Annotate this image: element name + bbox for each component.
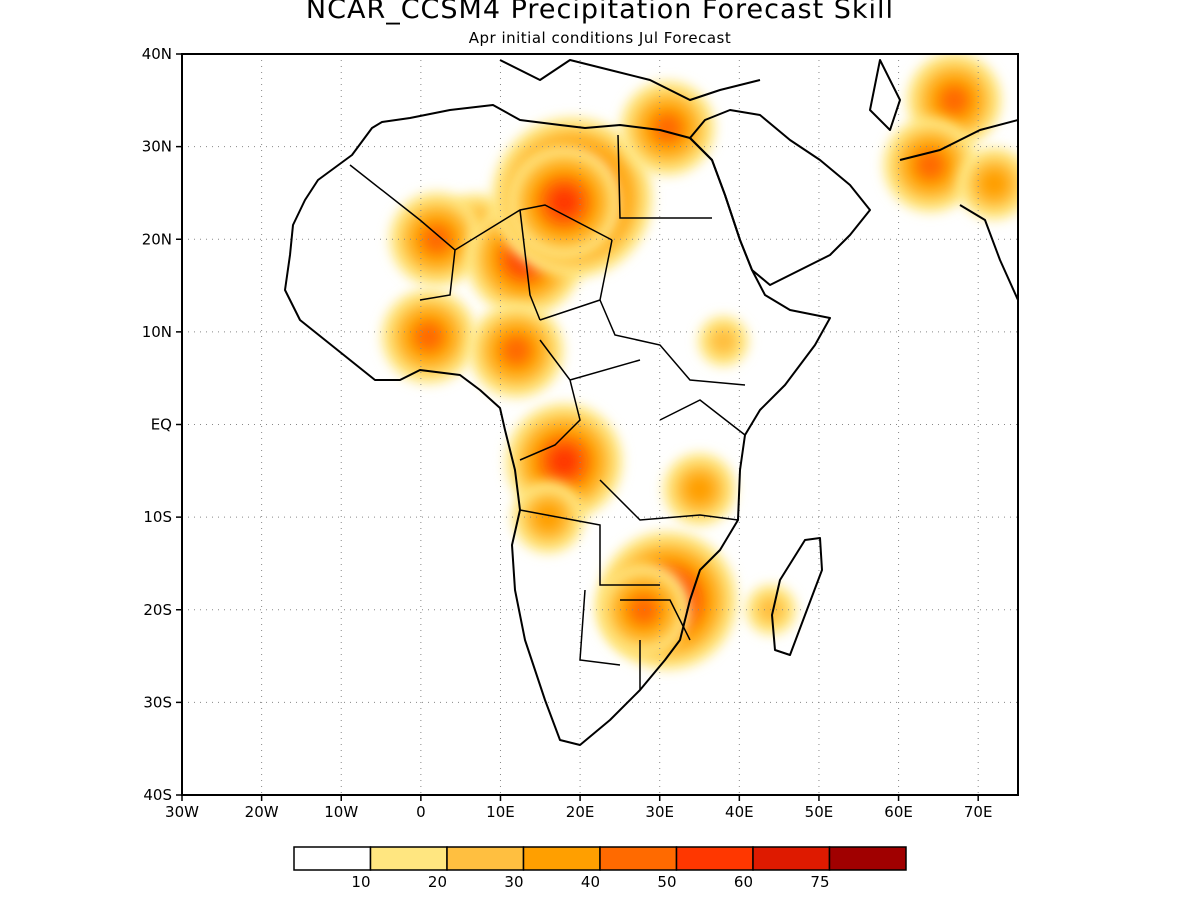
lon-tick-label: 20W xyxy=(245,803,279,821)
lat-tick-label: 20N xyxy=(142,230,172,248)
arabian-peninsula-coastline xyxy=(689,109,871,286)
skill-region-17-level-2 xyxy=(757,595,786,624)
south-asia-coastline xyxy=(899,119,1018,161)
colorbar-swatch xyxy=(446,846,525,871)
colorbar-swatch xyxy=(293,846,372,871)
skill-region-6-level-4 xyxy=(940,86,969,115)
lon-tick-label: 30E xyxy=(645,803,674,821)
caspian-coastline xyxy=(869,59,901,131)
skill-region-5-level-4 xyxy=(653,114,682,143)
lon-tick-label: 0 xyxy=(416,803,426,821)
skill-region-9-level-4 xyxy=(414,322,443,351)
skill-region-11-level-2 xyxy=(709,327,738,356)
country-borders xyxy=(349,134,746,690)
skill-region-7-level-4 xyxy=(916,151,945,180)
map-subtitle: Apr initial conditions Jul Forecast xyxy=(468,29,732,47)
skill-region-8-level-3 xyxy=(980,169,1009,198)
europe-mediterranean-coastline xyxy=(499,59,761,101)
skill-region-14-level-3 xyxy=(685,475,714,504)
colorbar-label: 40 xyxy=(581,873,600,891)
colorbar-label: 75 xyxy=(810,873,829,891)
coastline-outlines xyxy=(284,59,1018,746)
lon-tick-label: 10W xyxy=(324,803,358,821)
colorbar-swatch xyxy=(828,846,907,871)
skill-region-16-level-4 xyxy=(629,595,658,624)
lon-tick-label: 10E xyxy=(486,803,515,821)
colorbar-swatch xyxy=(369,846,448,871)
lon-tick-label: 50E xyxy=(805,803,834,821)
lat-tick-label: 40N xyxy=(142,45,172,63)
border-lines xyxy=(349,134,746,690)
colorbar-label: 50 xyxy=(657,873,676,891)
lat-tick-label: EQ xyxy=(151,416,172,434)
colorbar-swatch xyxy=(752,846,831,871)
madagascar-coastline xyxy=(771,537,823,656)
skill-region-12-level-5 xyxy=(550,447,579,476)
lat-tick-label: 10N xyxy=(142,323,172,341)
colorbar-label: 10 xyxy=(351,873,370,891)
colorbar-swatch xyxy=(522,846,601,871)
lon-tick-label: 70E xyxy=(964,803,993,821)
lon-tick-label: 40E xyxy=(725,803,754,821)
skill-region-10-level-4 xyxy=(502,336,531,365)
lon-tick-label: 60E xyxy=(884,803,913,821)
africa-coastline xyxy=(284,104,831,746)
lat-tick-label: 40S xyxy=(143,786,172,804)
lon-tick-label: 30W xyxy=(165,803,199,821)
colorbar: 10 20 30 40 50 60 75 xyxy=(293,846,907,891)
lat-tick-label: 10S xyxy=(143,508,172,526)
lat-tick-label: 20S xyxy=(143,601,172,619)
colorbar-label: 60 xyxy=(734,873,753,891)
lat-tick-label: 30N xyxy=(142,138,172,156)
lat-tick-label: 30S xyxy=(143,693,172,711)
colorbar-label: 30 xyxy=(504,873,523,891)
lon-tick-label: 20E xyxy=(566,803,595,821)
skill-shading-layer xyxy=(381,54,1018,670)
colorbar-swatch xyxy=(599,846,678,871)
colorbar-label: 20 xyxy=(428,873,447,891)
skill-region-1-level-4 xyxy=(422,225,451,254)
india-coastline xyxy=(959,204,1018,301)
gridlines xyxy=(182,54,1018,795)
map-title: NCAR_CCSM4 Precipitation Forecast Skill xyxy=(305,0,895,25)
colorbar-swatch xyxy=(675,846,754,871)
skill-region-4-level-5 xyxy=(550,188,579,217)
